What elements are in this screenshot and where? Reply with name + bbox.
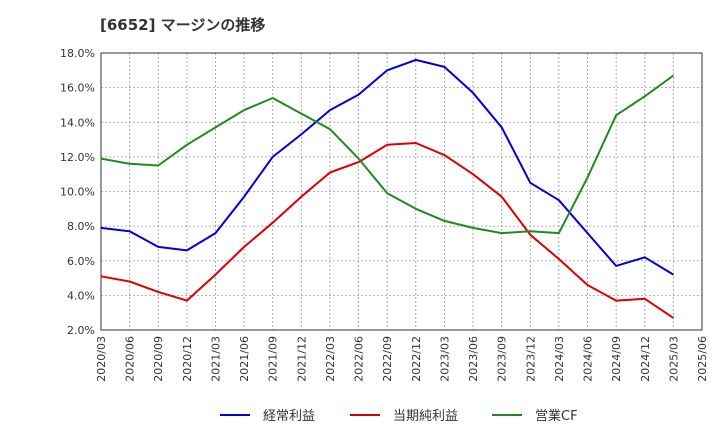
series-line-2 [100, 142, 674, 319]
x-tick-label: 2024/06 [582, 336, 595, 382]
y-tick-label: 2.0% [67, 324, 95, 337]
y-tick-label: 4.0% [67, 289, 95, 302]
series-line-1 [100, 58, 674, 276]
x-tick-label: 2020/09 [152, 336, 165, 382]
x-tick-label: 2024/12 [639, 336, 652, 382]
legend-label-3: 営業CF [535, 408, 578, 424]
x-tick-label: 2022/12 [410, 336, 423, 382]
y-tick-label: 10.0% [60, 186, 95, 199]
x-axis-ticks: 2020/03 2020/06 2020/09 2020/12 2021/03 2021/… [95, 336, 709, 382]
x-tick-label: 2022/06 [353, 336, 366, 382]
y-tick-label: 6.0% [67, 255, 95, 268]
x-tick-label: 2021/06 [238, 336, 251, 382]
x-tick-label: 2023/03 [438, 336, 451, 382]
x-tick-label: 2023/09 [496, 336, 509, 382]
grid-lines [100, 52, 703, 331]
x-tick-label: 2022/09 [381, 336, 394, 382]
x-tick-label: 2021/03 [209, 336, 222, 382]
series-lines [100, 58, 674, 319]
y-tick-label: 8.0% [67, 220, 95, 233]
x-tick-label: 2020/12 [181, 336, 194, 382]
y-axis-ticks: 2.0% 4.0% 6.0% 8.0% 10.0% 12.0% 14.0% 16.0% 18.0… [60, 47, 95, 337]
x-tick-label: 2023/12 [524, 336, 537, 382]
x-tick-label: 2022/03 [324, 336, 337, 382]
x-tick-label: 2020/06 [124, 336, 137, 382]
x-tick-label: 2024/09 [610, 336, 623, 382]
y-tick-label: 16.0% [60, 82, 95, 95]
y-tick-label: 18.0% [60, 47, 95, 60]
chart-title: [6652] マージンの推移 [100, 16, 266, 34]
x-tick-label: 2025/06 [696, 336, 709, 382]
x-tick-label: 2024/03 [553, 336, 566, 382]
x-tick-label: 2023/06 [467, 336, 480, 382]
x-tick-label: 2020/03 [95, 336, 108, 382]
y-tick-label: 14.0% [60, 116, 95, 129]
plot-frame [100, 52, 703, 331]
legend-label-2: 当期純利益 [393, 409, 458, 424]
series-line-3 [100, 74, 674, 235]
x-tick-label: 2025/03 [667, 336, 680, 382]
legend-label-1: 経常利益 [263, 409, 315, 424]
y-tick-label: 12.0% [60, 151, 95, 164]
x-tick-label: 2021/09 [267, 336, 280, 382]
legend: 経常利益 当期純利益 営業CF [220, 408, 578, 424]
x-tick-label: 2021/12 [295, 336, 308, 382]
